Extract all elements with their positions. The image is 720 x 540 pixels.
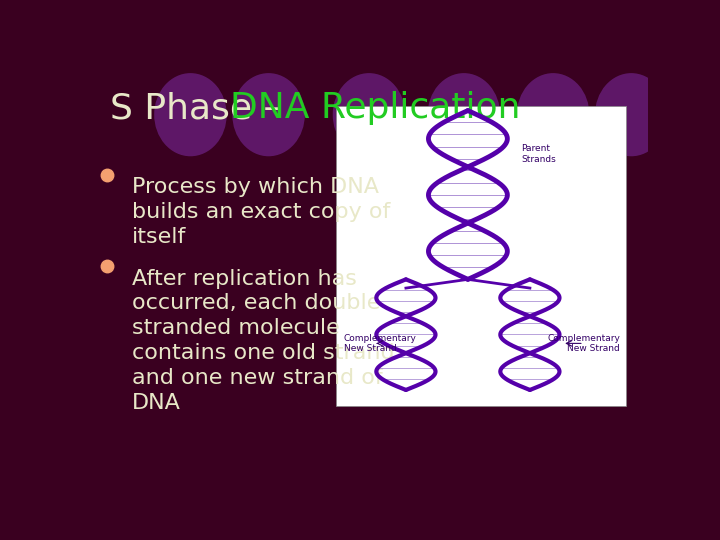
Text: After replication has: After replication has [132, 268, 356, 288]
Ellipse shape [595, 73, 667, 156]
Ellipse shape [154, 73, 227, 156]
Text: Process by which DNA: Process by which DNA [132, 177, 379, 197]
Text: and one new strand of: and one new strand of [132, 368, 382, 388]
Text: contains one old strand: contains one old strand [132, 343, 395, 363]
Ellipse shape [333, 73, 405, 156]
Text: DNA: DNA [132, 393, 181, 413]
Text: stranded molecule: stranded molecule [132, 319, 340, 339]
Ellipse shape [428, 73, 500, 156]
Ellipse shape [517, 73, 590, 156]
Text: itself: itself [132, 227, 186, 247]
Ellipse shape [233, 73, 305, 156]
Text: Complementary
New Strand: Complementary New Strand [344, 334, 417, 353]
FancyBboxPatch shape [336, 106, 626, 406]
Text: builds an exact copy of: builds an exact copy of [132, 202, 390, 222]
Text: occurred, each double: occurred, each double [132, 294, 380, 314]
Text: S Phase –: S Phase – [109, 91, 292, 125]
Text: Parent
Strands: Parent Strands [521, 145, 556, 164]
Text: Complementary
New Strand: Complementary New Strand [547, 334, 620, 353]
Text: DNA Replication: DNA Replication [230, 91, 520, 125]
